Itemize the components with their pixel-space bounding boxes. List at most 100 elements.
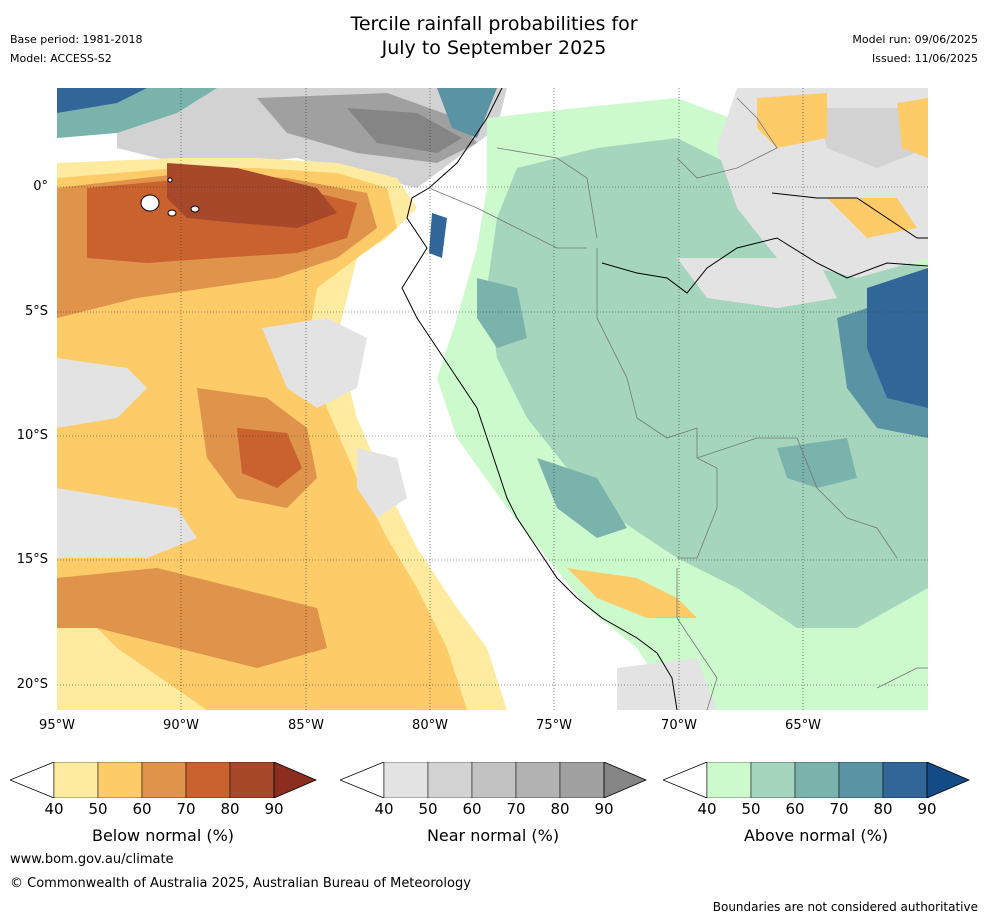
near-tick-90: 90 [594, 800, 614, 818]
lon-label-75w: 75°W [536, 718, 572, 733]
colorbar-below-arrow-left [8, 761, 55, 799]
colorbar-near-ticks: 40 50 60 70 80 90 [369, 800, 649, 820]
below-normal-region-north-east [757, 93, 827, 148]
near-normal-region-nw-darkest [347, 108, 462, 153]
near-normal-region-west-3 [262, 318, 367, 408]
colorbar-above-bin-1 [706, 761, 752, 799]
below-normal-region-north-east-3 [827, 198, 917, 238]
title-line-1: Tercile rainfall probabilities for [350, 13, 638, 35]
colorbar-near-arrow-left [338, 761, 385, 799]
rainfall-probability-map [57, 88, 928, 710]
colorbar-below-normal-graphic [8, 761, 318, 799]
colorbar-above-normal [661, 761, 973, 799]
colorbar-below-arrow-right [273, 761, 318, 799]
lat-label-20s: 20°S [16, 677, 48, 692]
galapagos-fernandina [167, 209, 177, 217]
model-run-text: Model run: 09/06/2025 [852, 33, 978, 46]
below-tick-80: 80 [220, 800, 240, 818]
colorbar-above-bin-2 [750, 761, 796, 799]
colorbar-above-bin-3 [794, 761, 840, 799]
grid-lines [57, 88, 928, 710]
colorbar-above-ticks: 40 50 60 70 80 90 [692, 800, 972, 820]
border-peru-bolivia [676, 568, 718, 710]
lat-label-0: 0° [33, 179, 48, 194]
below-normal-region-south-coast [567, 568, 697, 618]
border-ecuador-peru [428, 187, 587, 249]
colorbar-below-ticks: 40 50 60 70 80 90 [39, 800, 319, 820]
colorbar-above-bin-5 [882, 761, 928, 799]
galapagos-isabela [140, 194, 160, 212]
colorbar-near-arrow-right [603, 761, 648, 799]
near-tick-80: 80 [550, 800, 570, 818]
below-tick-70: 70 [176, 800, 196, 818]
disclaimer-text: Boundaries are not considered authoritat… [712, 900, 978, 914]
galapagos-san-cristobal [167, 177, 173, 183]
issued-text: Issued: 11/06/2025 [871, 52, 978, 65]
above-tick-90: 90 [917, 800, 937, 818]
colorbar-above-arrow-right [926, 761, 971, 799]
galapagos-islands [140, 177, 200, 217]
above-normal-region-coast-80 [429, 213, 447, 258]
colorbar-below-bin-3 [141, 761, 187, 799]
above-tick-80: 80 [873, 800, 893, 818]
above-tick-60: 60 [785, 800, 805, 818]
above-normal-region-east-80 [867, 268, 928, 408]
colorbar-near-normal [338, 761, 650, 799]
colorbar-below-label: Below normal (%) [91, 826, 235, 845]
below-tick-60: 60 [132, 800, 152, 818]
near-normal-region-west-1 [57, 358, 147, 428]
border-brazil-bolivia [696, 437, 898, 559]
above-normal-region-nw-dark [57, 88, 147, 113]
border-peru-brazil [596, 248, 718, 559]
colorbar-near-bin-5 [559, 761, 605, 799]
colorbar-near-normal-graphic [338, 761, 648, 799]
amazon-river [601, 237, 928, 294]
galapagos-santa-cruz [190, 205, 200, 213]
title-line-2: July to September 2025 [381, 37, 607, 59]
lon-label-65w: 65°W [785, 718, 821, 733]
near-tick-60: 60 [462, 800, 482, 818]
lon-label-80w: 80°W [412, 718, 448, 733]
colorbar-below-bin-2 [97, 761, 143, 799]
lat-label-10s: 10°S [16, 428, 48, 443]
above-normal-region-east-60b [777, 438, 857, 488]
near-tick-50: 50 [418, 800, 438, 818]
above-tick-40: 40 [697, 800, 717, 818]
near-normal-region-central [677, 258, 837, 308]
colorbar-above-label: Above normal (%) [743, 826, 889, 845]
below-tick-50: 50 [88, 800, 108, 818]
map-canvas [57, 88, 928, 710]
above-tick-50: 50 [741, 800, 761, 818]
lat-label-15s: 15°S [16, 552, 48, 567]
near-normal-region-west-2 [57, 488, 197, 558]
border-south-east [876, 667, 928, 689]
lon-label-85w: 85°W [288, 718, 324, 733]
colorbar-above-arrow-left [661, 761, 708, 799]
colorbar-near-bin-1 [383, 761, 429, 799]
above-tick-70: 70 [829, 800, 849, 818]
border-colombia-peru [496, 147, 598, 239]
lat-label-5s: 5°S [24, 304, 48, 319]
below-tick-40: 40 [44, 800, 64, 818]
near-tick-40: 40 [374, 800, 394, 818]
national-borders [428, 97, 928, 710]
colorbar-below-bin-1 [53, 761, 99, 799]
map-title: Tercile rainfall probabilities for July … [0, 12, 988, 60]
below-normal-region-west-80 [167, 163, 337, 228]
colorbar-near-bin-4 [515, 761, 561, 799]
colorbar-near-label: Near normal (%) [426, 826, 560, 845]
colorbar-near-bin-3 [471, 761, 517, 799]
website-link[interactable]: www.bom.gov.au/climate [10, 852, 174, 867]
near-normal-region-south [617, 658, 717, 710]
colorbar-above-normal-graphic [661, 761, 971, 799]
above-normal-region-east-60 [537, 458, 627, 538]
colorbar-below-normal [8, 761, 320, 799]
near-tick-70: 70 [506, 800, 526, 818]
colorbar-above-bin-4 [838, 761, 884, 799]
colorbar-below-bin-5 [229, 761, 275, 799]
amazon-river-north [771, 192, 928, 239]
below-normal-region-west-70b [237, 428, 302, 488]
copyright-text: © Commonwealth of Australia 2025, Austra… [10, 876, 471, 891]
model-text: Model: ACCESS-S2 [10, 52, 112, 65]
below-normal-region-north-east-2 [897, 98, 928, 158]
